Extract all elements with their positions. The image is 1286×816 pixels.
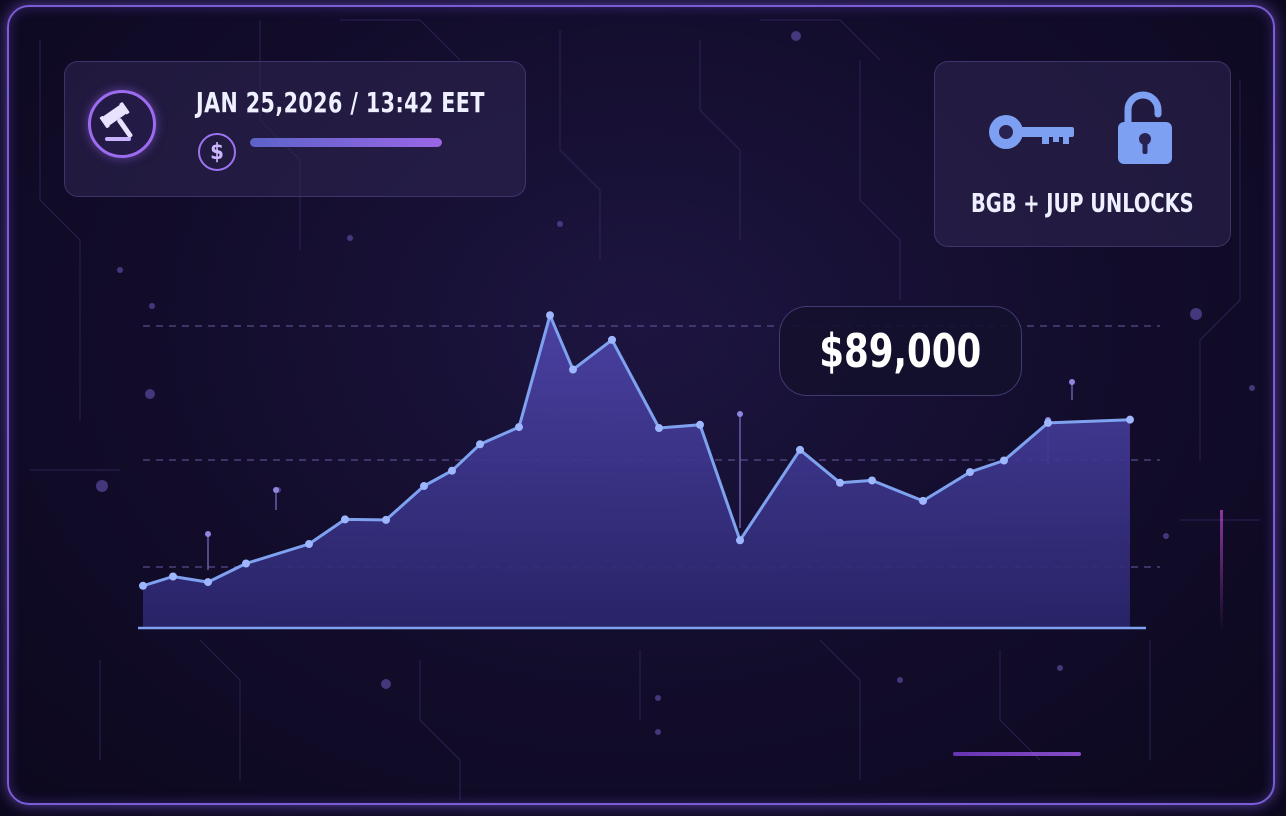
data-point: [736, 536, 744, 545]
right-accent-line: [1220, 510, 1223, 630]
data-point: [341, 515, 349, 524]
data-point: [1000, 456, 1008, 465]
data-point: [569, 365, 577, 374]
unlocks-label: BGB + JUP UNLOCKS: [971, 189, 1194, 219]
key-icon: [989, 115, 1074, 149]
data-point: [696, 420, 704, 429]
data-point: [420, 482, 428, 491]
data-point: [1044, 418, 1052, 427]
data-point: [515, 423, 523, 432]
price-label: $89,000: [819, 324, 982, 378]
data-point: [448, 466, 456, 475]
data-point: [139, 581, 147, 590]
bottom-accent-line: [953, 752, 1081, 756]
decor-stem-dot: [205, 531, 211, 537]
data-point: [836, 478, 844, 487]
data-point: [476, 440, 484, 449]
data-point: [868, 476, 876, 485]
data-point: [608, 335, 616, 344]
data-point: [305, 540, 313, 549]
data-point: [169, 572, 177, 581]
data-point: [919, 496, 927, 505]
dollar-symbol: $: [210, 139, 224, 165]
data-points: [139, 311, 1134, 590]
decor-stem-dot: [737, 411, 743, 417]
data-point: [796, 445, 804, 454]
data-point: [966, 468, 974, 477]
data-point: [546, 311, 554, 320]
unlocks-panel: [934, 61, 1231, 247]
dollar-icon: $: [198, 133, 236, 171]
data-point: [1126, 415, 1134, 424]
gavel-badge: [88, 90, 156, 158]
decor-stem-dot: [273, 487, 279, 493]
data-point: [204, 578, 212, 587]
unlocked-padlock-icon: [1118, 91, 1172, 164]
progress-fill: [250, 138, 442, 147]
data-point: [655, 424, 663, 433]
decor-stem-dot: [1069, 379, 1075, 385]
date-time-label: JAN 25,2026 / 13:42 EET: [196, 86, 485, 119]
price-badge: $89,000: [779, 306, 1022, 396]
card-frame: [7, 5, 1275, 805]
gavel-icon: [99, 102, 133, 141]
progress-bar: [250, 138, 442, 147]
data-point: [242, 559, 250, 568]
area-fill: [143, 315, 1130, 628]
data-point: [382, 515, 390, 524]
